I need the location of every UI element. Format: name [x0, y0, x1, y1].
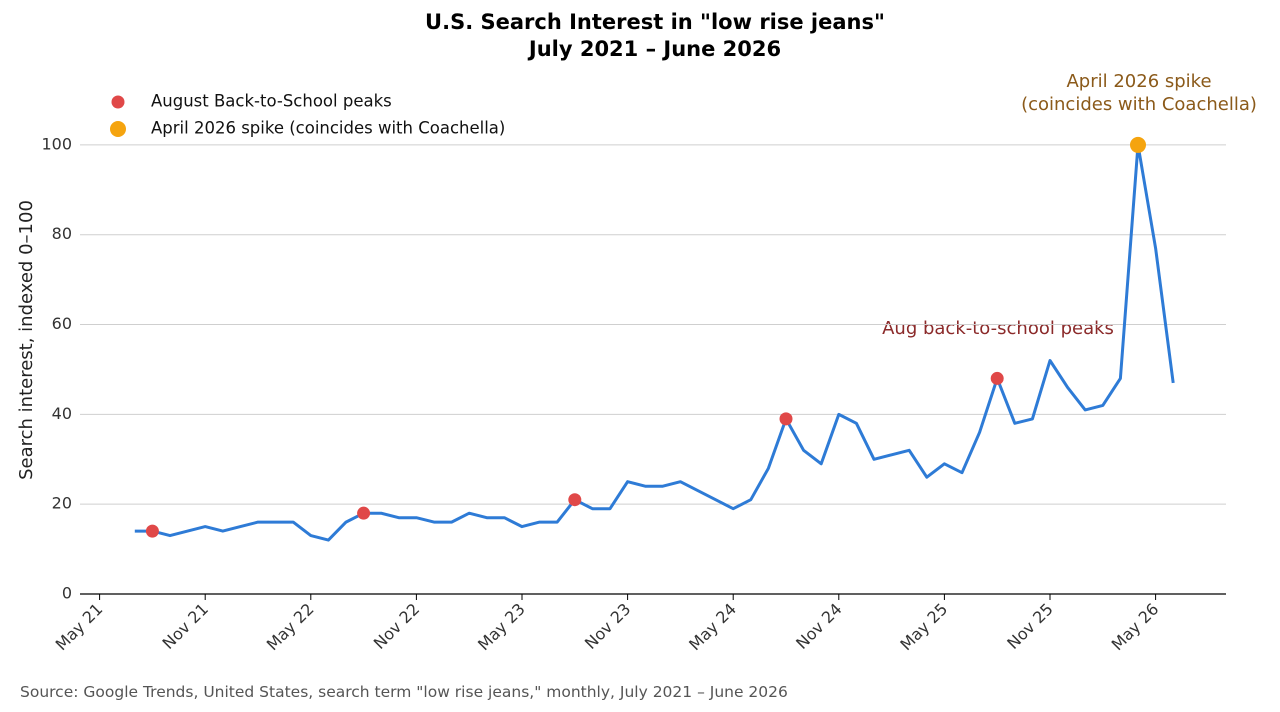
x-tick-label: Nov 22	[370, 599, 424, 653]
data-line	[134, 143, 1175, 542]
y-tick-label: 40	[52, 404, 72, 423]
chart-title: July 2021 – June 2026	[527, 37, 781, 61]
y-tick-label: 80	[52, 224, 72, 243]
highlight-point	[357, 506, 371, 520]
annotation: Aug back-to-school peaks	[882, 318, 1114, 339]
highlight-point	[568, 493, 582, 507]
highlight-point	[145, 524, 159, 538]
legend-marker	[110, 121, 126, 137]
x-tick-label: May 26	[1108, 599, 1163, 654]
x-tick-label: Nov 21	[159, 599, 213, 653]
source-note: Source: Google Trends, United States, se…	[20, 683, 788, 701]
annotation: (coincides with Coachella)	[1021, 94, 1257, 115]
x-tick-label: Nov 25	[1003, 599, 1057, 653]
y-tick-label: 60	[52, 314, 72, 333]
annotation: April 2026 spike	[1066, 71, 1211, 92]
highlight-point	[779, 412, 793, 426]
highlight-point	[990, 371, 1004, 385]
chart-title: U.S. Search Interest in "low rise jeans"	[425, 10, 885, 34]
legend-label: April 2026 spike (coincides with Coachel…	[151, 119, 505, 138]
y-tick-label: 100	[41, 134, 72, 153]
x-tick-label: May 21	[52, 599, 107, 654]
highlight-point	[1130, 136, 1146, 153]
x-tick-label: May 24	[685, 599, 740, 654]
legend-label: August Back-to-School peaks	[151, 92, 392, 111]
y-axis-label: Search interest, indexed 0–100	[16, 200, 37, 480]
x-tick-label: Nov 24	[792, 599, 846, 653]
x-tick-label: May 23	[474, 599, 529, 654]
legend-marker	[111, 95, 125, 109]
x-tick-label: Nov 23	[581, 599, 635, 653]
x-tick-label: May 25	[896, 599, 951, 654]
x-tick-label: May 22	[263, 599, 318, 654]
y-tick-label: 0	[62, 584, 72, 603]
y-tick-label: 20	[52, 494, 72, 513]
